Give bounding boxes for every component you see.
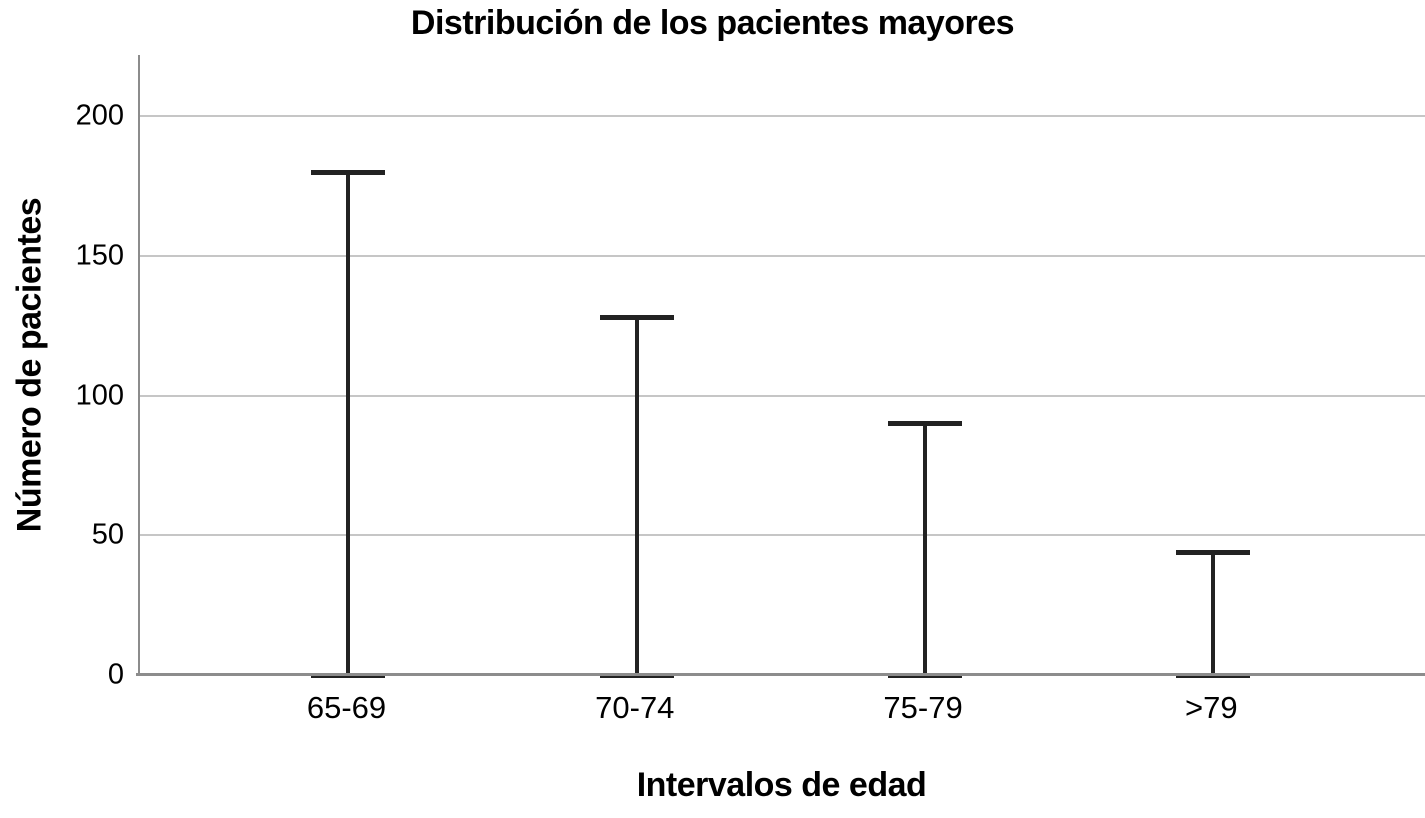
gridline-y-200 [140, 115, 1425, 118]
y-tick-label-150: 150 [75, 239, 124, 272]
bar-cap-top [1176, 549, 1251, 555]
x-axis-line [136, 673, 1425, 676]
y-tick-label-100: 100 [75, 379, 124, 412]
bar-line [923, 423, 928, 675]
bar-line [634, 317, 639, 675]
bar-line [346, 172, 351, 675]
gridline-y-100 [140, 394, 1425, 397]
x-tick-label->79: >79 [1185, 690, 1238, 725]
plot-area [138, 55, 1425, 678]
range-bar-65-69 [311, 55, 386, 678]
y-tick-label-200: 200 [75, 99, 124, 132]
y-tick-label-0: 0 [107, 658, 124, 691]
x-axis-ticks: 65-69 70-74 75-79 >79 [138, 690, 1425, 733]
range-bar->79 [1176, 55, 1251, 678]
x-tick-label-75-79: 75-79 [883, 690, 963, 725]
y-tick-label-50: 50 [91, 518, 124, 551]
bar-cap-top [599, 315, 674, 321]
chart-title: Distribución de los pacientes mayores [410, 4, 1015, 42]
gridline-y-50 [140, 534, 1425, 537]
x-tick-label-65-69: 65-69 [306, 690, 387, 725]
gridline-y-150 [140, 255, 1425, 258]
x-tick-label-70-74: 70-74 [595, 690, 675, 725]
range-bar-70-74 [599, 55, 674, 678]
range-bar-75-79 [888, 55, 963, 678]
x-axis-title: Intervalos de edad [636, 766, 927, 804]
bar-cap-top [888, 421, 963, 427]
y-axis-ticks: 0 50 100 150 200 [0, 55, 124, 689]
bar-cap-top [311, 169, 386, 175]
bar-line [1211, 552, 1216, 675]
